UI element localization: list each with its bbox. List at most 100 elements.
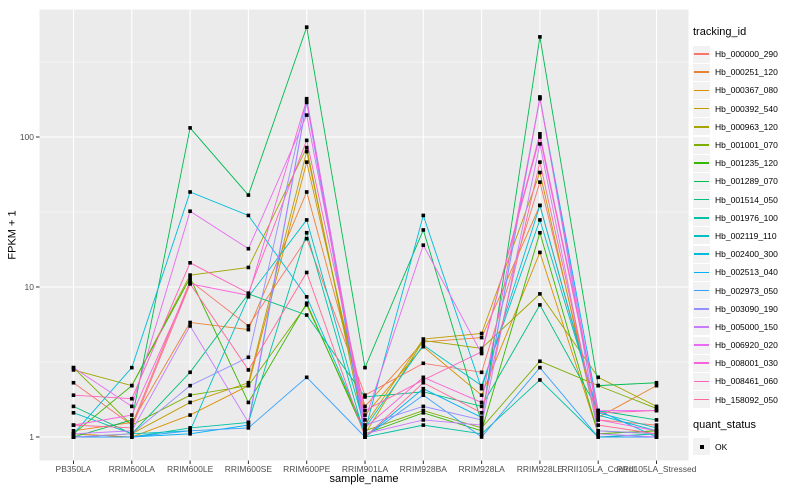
data-point	[654, 404, 659, 409]
data-point	[479, 426, 484, 430]
legend-entry-label: Hb_001289_070	[715, 176, 778, 187]
line-swatch-icon	[694, 216, 709, 219]
legend-key	[693, 63, 710, 81]
data-point	[188, 432, 192, 436]
data-point	[654, 406, 659, 411]
line-swatch-icon	[694, 380, 709, 383]
data-point	[421, 343, 426, 347]
data-point	[304, 230, 309, 235]
data-point	[538, 160, 542, 164]
data-point	[421, 393, 426, 397]
data-point	[538, 180, 542, 184]
data-point	[538, 378, 542, 382]
data-point	[304, 301, 309, 305]
legend-entry-Hb_008001_030: Hb_008001_030	[693, 354, 799, 372]
data-point	[654, 432, 659, 436]
legend-key	[693, 227, 710, 245]
legend-title-quant-status: quant_status	[693, 418, 756, 431]
data-point	[304, 236, 309, 241]
data-point	[188, 320, 192, 325]
data-point	[538, 96, 542, 101]
data-point	[304, 113, 309, 117]
legend-title-tracking-id: tracking_id	[693, 26, 747, 38]
data-point	[304, 145, 309, 150]
line-swatch-icon	[694, 253, 709, 255]
line-swatch-icon	[694, 344, 709, 346]
data-point	[246, 426, 251, 430]
data-point	[130, 432, 134, 436]
legend-entry-label: Hb_005000_150	[715, 321, 778, 332]
data-point	[130, 435, 134, 439]
data-point	[304, 160, 309, 164]
data-point	[71, 423, 76, 427]
data-point	[421, 408, 426, 413]
data-point	[596, 418, 600, 422]
data-point	[421, 380, 426, 385]
data-point	[130, 383, 134, 388]
data-point	[596, 435, 600, 439]
data-point	[421, 338, 426, 343]
line-swatch-icon	[694, 53, 709, 55]
data-point	[130, 418, 134, 422]
data-point	[304, 218, 309, 222]
data-point	[538, 203, 542, 208]
data-point	[479, 423, 484, 427]
legend: tracking_id Hb_000000_290 Hb_000251_120 Hb…	[693, 26, 799, 456]
x-tick-label: RRIM600LA	[109, 464, 156, 474]
legend-key	[693, 263, 710, 281]
data-point	[363, 432, 367, 436]
data-point	[304, 190, 309, 194]
y-tick-label: 100	[20, 132, 34, 142]
data-point	[596, 415, 600, 420]
data-point	[188, 190, 192, 194]
data-point	[596, 413, 600, 417]
line-swatch-icon	[694, 126, 709, 128]
data-point	[71, 404, 76, 409]
data-point	[479, 386, 484, 391]
legend-key	[693, 45, 710, 63]
data-point	[479, 415, 484, 420]
data-point	[130, 413, 134, 417]
data-point	[188, 126, 192, 130]
data-point	[246, 293, 251, 298]
legend-entry-label: Hb_003090_190	[715, 303, 778, 314]
data-point	[304, 270, 309, 275]
legend-entry-label: Hb_002973_050	[715, 285, 778, 296]
data-point	[188, 324, 192, 328]
data-point	[654, 408, 659, 413]
legend-entry-label: Hb_001001_070	[715, 140, 778, 151]
legend-entry-label: Hb_008001_030	[715, 358, 778, 369]
data-point	[304, 25, 309, 29]
data-point	[479, 383, 484, 388]
legend-entry-label: Hb_002513_040	[715, 267, 778, 278]
data-point	[130, 420, 134, 425]
legend-key	[693, 354, 710, 372]
legend-entry-Hb_001514_050: Hb_001514_050	[693, 191, 799, 209]
data-point	[479, 335, 484, 340]
y-tick-label: 10	[25, 282, 35, 292]
data-point	[596, 410, 600, 415]
data-point	[188, 413, 192, 417]
data-point	[421, 386, 426, 391]
data-point	[479, 331, 484, 336]
legend-entry-Hb_000367_080: Hb_000367_080	[693, 81, 799, 99]
x-tick-label: RRIM600PE	[283, 464, 331, 474]
data-point	[188, 276, 192, 280]
data-point	[421, 375, 426, 380]
legend-entry-label: Hb_000251_120	[715, 67, 778, 78]
data-point	[363, 408, 367, 413]
data-point	[596, 432, 600, 436]
data-point	[130, 404, 134, 409]
legend-entry-Hb_002400_300: Hb_002400_300	[693, 245, 799, 263]
data-point	[363, 413, 367, 417]
legend-entry-Hb_002973_050: Hb_002973_050	[693, 281, 799, 300]
legend-entry-Hb_003090_190: Hb_003090_190	[693, 300, 799, 318]
y-axis-title-container: FPKM + 1	[4, 0, 22, 470]
x-axis-title: sample_name	[329, 473, 399, 485]
data-point	[304, 97, 309, 102]
legend-entry-Hb_000000_290: Hb_000000_290	[693, 45, 799, 63]
data-point	[188, 428, 192, 433]
line-swatch-icon	[694, 271, 709, 274]
legend-entry-label: Hb_001514_050	[715, 194, 778, 205]
line-swatch-icon	[694, 326, 709, 328]
